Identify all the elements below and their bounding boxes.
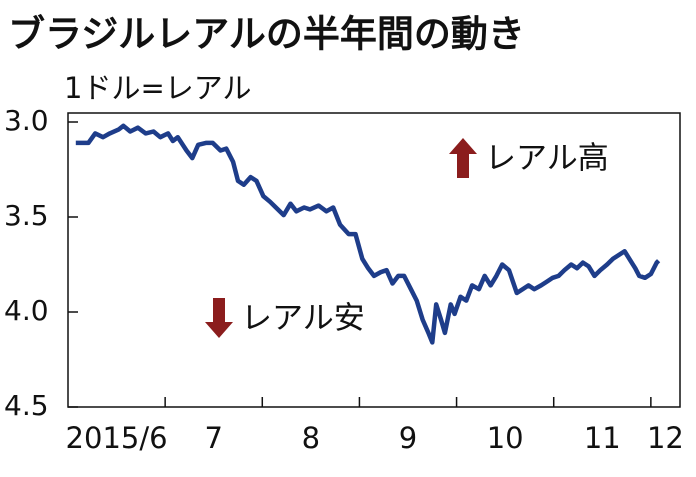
- annotation: レアル高: [485, 141, 609, 177]
- y-tick-label: 3.5: [4, 199, 49, 232]
- x-tick-label: 12: [647, 421, 684, 455]
- x-tick-label: 10: [487, 421, 524, 455]
- x-tick-label: 8: [302, 421, 320, 455]
- annotation-arrow: [205, 298, 233, 338]
- annotation: レアル安: [241, 301, 365, 337]
- x-tick-label: 2015/6: [66, 421, 168, 455]
- y-tick-label: 4.5: [4, 389, 49, 422]
- chart-title: ブラジルレアルの半年間の動き: [8, 13, 525, 56]
- x-tick-label: 7: [204, 421, 222, 455]
- y-tick-label: 4.0: [4, 294, 49, 327]
- x-tick-label: 11: [584, 421, 621, 455]
- y-tick-label: 3.0: [4, 104, 49, 137]
- x-tick-label: 9: [399, 421, 417, 455]
- data-line: [75, 123, 661, 345]
- plot-frame: [67, 112, 681, 408]
- y-axis-label: 1ドル=レアル: [64, 71, 251, 105]
- annotation-arrow: [449, 138, 477, 178]
